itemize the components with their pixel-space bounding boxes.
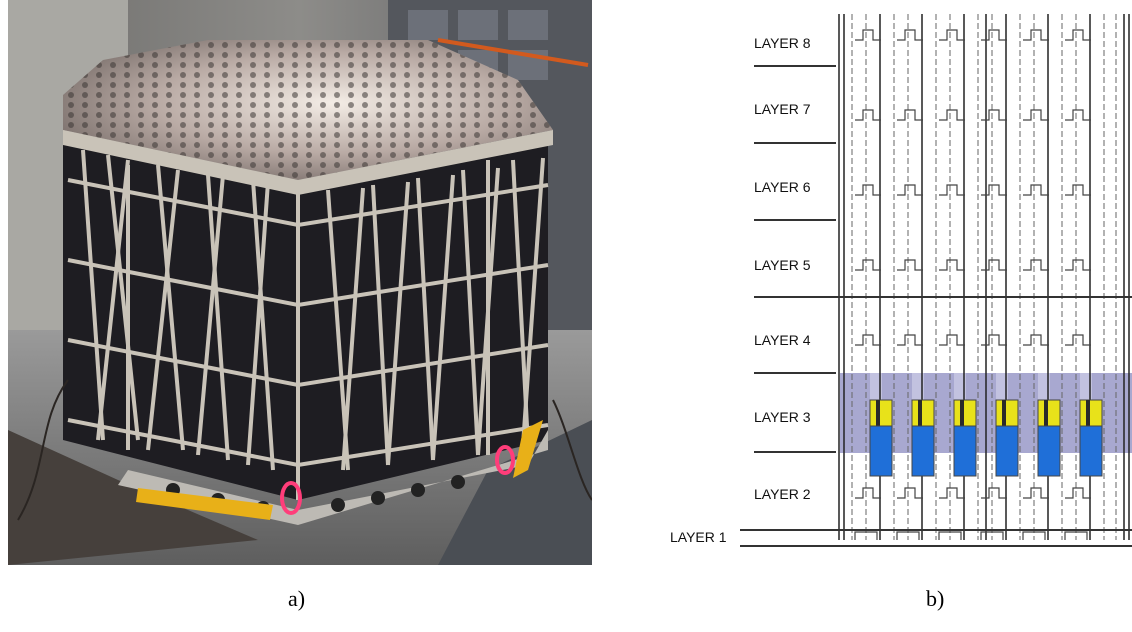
layer-label-7: LAYER 7: [754, 101, 811, 117]
layer-label-4: LAYER 4: [754, 332, 811, 348]
layer-diagram: LAYER 8 LAYER 7 LAYER 6 LAYER 5 LAYER 4 …: [670, 14, 1132, 547]
module-cylinders: [869, 399, 1103, 477]
tracker-photo: [8, 0, 592, 565]
layer-label-6: LAYER 6: [754, 179, 811, 195]
layer-label-1: LAYER 1: [670, 529, 727, 545]
caption-a: a): [288, 586, 306, 611]
caption-b: b): [926, 586, 945, 611]
layer-label-3: LAYER 3: [754, 409, 811, 425]
layer-label-5: LAYER 5: [754, 257, 811, 273]
layer-label-2: LAYER 2: [754, 486, 811, 502]
layer-label-8: LAYER 8: [754, 35, 811, 51]
